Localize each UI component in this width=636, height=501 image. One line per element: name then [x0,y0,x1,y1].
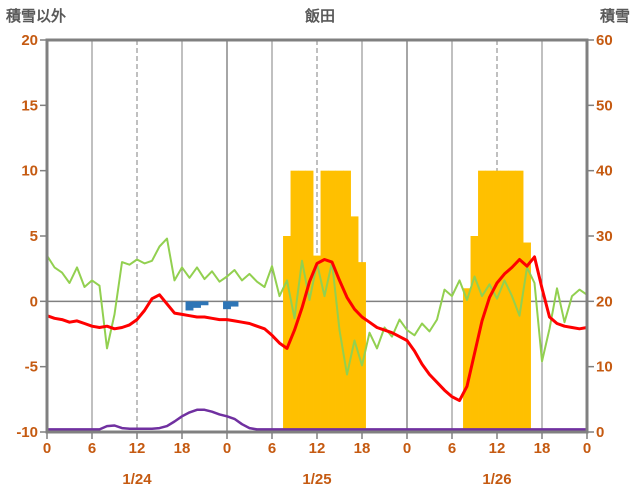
x-tick-label: 6 [88,440,96,457]
snow-bar-series-bar [463,288,471,432]
snow-bar-series-bar [283,236,291,432]
snow-bar-series-bar [305,170,314,433]
date-label: 1/24 [122,471,152,488]
blue-bar-series-bar [185,301,194,311]
chart-title: 飯田 [304,7,335,25]
y-left-tick-label: 0 [30,293,38,310]
snow-bar-series-bar [493,170,501,433]
y-right-tick-label: 10 [596,359,613,376]
snow-bar-series-bar [515,170,524,433]
snow-bar-series-bar [343,170,351,433]
x-tick-label: 0 [403,440,411,457]
axis-labels: 0 6 12 18 0 6 12 18 0 6 12 18 01/24 1/25 1/2620151050-… [16,32,612,488]
snow-bar-series-bar [298,170,306,433]
axis-ticks [40,39,594,439]
date-label: 1/26 [482,471,511,488]
y-right-tick-label: 40 [596,163,613,180]
x-tick-label: 18 [534,440,551,457]
x-tick-label: 12 [309,440,326,457]
snow-bar-series-bar [358,262,366,432]
snow-bar-series-bar [320,170,329,433]
purple-line-series [45,408,589,431]
left-axis-title: 積雪以外 [5,7,66,25]
snow-bar-series-bar [313,255,321,432]
y-right-tick-label: 60 [596,32,613,49]
y-left-tick-label: 20 [21,32,38,49]
y-right-tick-label: 30 [596,228,613,245]
y-left-tick-label: 5 [30,228,38,245]
blue-bar-series-bar [200,301,209,306]
snow-bar-series-bar [523,242,531,432]
snow-bar-series-bar [335,170,344,433]
snow-bar-series-bar [350,216,359,432]
y-left-tick-label: -10 [16,424,38,441]
x-tick-label: 12 [489,440,506,457]
snow-bar-series-bar [290,170,299,433]
snow-bar-series-bar [470,236,479,432]
x-tick-label: 18 [354,440,371,457]
x-tick-label: 18 [174,440,191,457]
snow-bar-series-bar [508,170,516,433]
red-line-series [45,255,589,403]
right-axis-title: 積雪 [599,7,630,25]
y-right-tick-label: 0 [596,424,604,441]
x-tick-label: 0 [583,440,591,457]
snow-bar-series-bar [328,170,336,433]
x-tick-label: 12 [129,440,146,457]
x-tick-label: 0 [223,440,231,457]
y-right-tick-label: 20 [596,293,613,310]
blue-bar-series-bar [230,301,239,307]
blue-bar-series-bar [193,301,201,308]
y-left-tick-label: -5 [25,359,38,376]
y-right-tick-label: 50 [596,97,613,114]
x-tick-label: 0 [43,440,51,457]
y-left-tick-label: 10 [21,163,38,180]
snow-bar-series-bar [478,170,486,433]
snow-bar-series-bar [500,170,509,433]
blue-bar-series-bar [223,301,231,310]
y-left-tick-label: 15 [21,97,38,114]
data-series [45,170,589,433]
x-tick-label: 6 [448,440,456,457]
plot-frame [45,38,589,434]
date-label: 1/25 [302,471,331,488]
x-tick-label: 6 [268,440,276,457]
